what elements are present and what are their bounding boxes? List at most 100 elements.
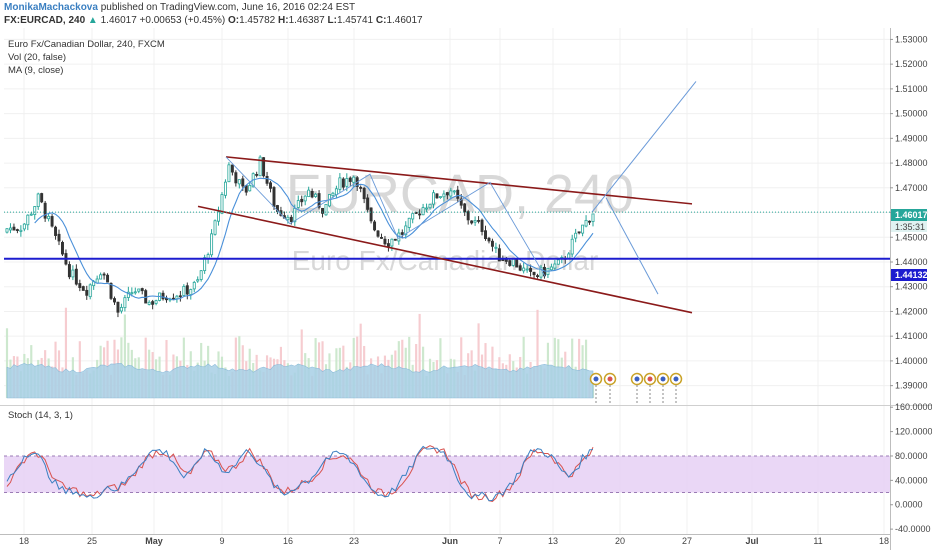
candle-body: [359, 186, 363, 189]
event-flag[interactable]: [643, 372, 657, 405]
candle-body: [591, 213, 595, 222]
candle-body: [244, 185, 248, 193]
candle-body: [383, 238, 387, 245]
stoch-tick-label: 80.0000: [895, 451, 928, 461]
low-label: L:: [327, 15, 337, 26]
candle-body: [248, 185, 252, 192]
candle-body: [265, 175, 269, 184]
candle-body: [171, 297, 175, 300]
candle-body: [81, 286, 85, 291]
candle-body: [463, 203, 467, 213]
event-flag[interactable]: [630, 372, 644, 405]
economic-event-flags[interactable]: [589, 372, 683, 405]
volume-bar: [64, 307, 68, 398]
candle-body: [255, 174, 259, 176]
candle-body: [269, 182, 273, 189]
candle-body: [234, 172, 238, 184]
candle-body: [109, 282, 113, 299]
candle-body: [525, 268, 529, 271]
last-price-text: 1.46017: [895, 210, 928, 220]
candle-body: [376, 230, 380, 237]
y-tick-label: 1.52000: [895, 59, 928, 69]
watermark-name: Euro Fx/Canadian Dollar: [292, 245, 599, 276]
candle-body: [539, 266, 543, 278]
event-flag[interactable]: [669, 372, 683, 405]
candle-body: [99, 274, 103, 280]
candle-body: [182, 285, 186, 296]
candle-body: [230, 164, 234, 173]
volume-bar: [522, 336, 525, 398]
candle-body: [522, 267, 526, 272]
volume-bar: [359, 323, 362, 398]
volume-bar: [123, 314, 126, 398]
candle-body: [574, 232, 578, 239]
low-value: 1.45741: [336, 15, 374, 26]
support-price-text: 1.44132: [895, 270, 928, 280]
event-flag[interactable]: [603, 372, 617, 405]
candle-body: [106, 274, 110, 283]
candle-body: [116, 301, 120, 313]
volume-bar: [5, 328, 9, 398]
legend-stoch[interactable]: Stoch (14, 3, 1): [8, 410, 73, 421]
x-tick-label: 7: [497, 536, 502, 546]
stoch-k-line[interactable]: [6, 445, 594, 502]
high-value: 1.46387: [288, 15, 325, 26]
trend-drawings[interactable]: [4, 81, 890, 314]
candle-body: [40, 193, 44, 203]
moving-average-line[interactable]: [34, 177, 594, 301]
candle-body: [26, 214, 30, 226]
last-price-label[interactable]: 1.46017 1:35:31: [891, 209, 928, 232]
candle-body: [425, 207, 429, 210]
swing-line: [225, 156, 546, 277]
up-arrow-icon: ▲: [87, 15, 98, 26]
candle-body: [487, 237, 491, 242]
candle-body: [515, 258, 519, 268]
legend-volume[interactable]: Vol (20, false): [8, 52, 66, 63]
candle-body: [404, 225, 408, 236]
price-chart[interactable]: EURCAD, 240 Euro Fx/Canadian Dollar Euro…: [0, 28, 932, 550]
candle-body: [227, 164, 231, 183]
volume-bar: [78, 341, 81, 398]
x-tick-label: 18: [19, 536, 29, 546]
candle-body: [373, 221, 377, 231]
candle-body: [348, 177, 352, 182]
y-tick-label: 1.50000: [895, 109, 928, 119]
legend-ma[interactable]: MA (9, close): [8, 65, 63, 76]
stoch-axis[interactable]: 160.0000 120.0000 80.0000 40.0000 0.0000 -40.…: [890, 402, 932, 534]
candle-body: [161, 292, 165, 300]
last-price: 1.46017: [100, 15, 137, 26]
volume-bar: [584, 339, 588, 398]
close-value: 1.46017: [386, 15, 423, 26]
candle-body: [237, 179, 241, 185]
candle-body: [130, 292, 134, 295]
support-price-label[interactable]: 1.44132: [891, 269, 928, 281]
event-flag[interactable]: [589, 372, 603, 405]
stoch-band: [4, 455, 890, 493]
candle-body: [210, 233, 214, 256]
candle-body: [435, 193, 439, 199]
y-tick-label: 1.48000: [895, 158, 928, 168]
time-axis[interactable]: 18 25 May 9 16 23 Jun 7 13 20 27 Jul 11 18: [19, 536, 889, 546]
candle-body: [490, 240, 494, 247]
published-text: published on TradingView.com, June 16, 2…: [100, 2, 356, 13]
candle-body: [217, 211, 220, 222]
stoch-tick-label: -40.0000: [895, 524, 931, 534]
candle-body: [15, 229, 19, 231]
candle-body: [456, 189, 460, 199]
legend-title[interactable]: Euro Fx/Canadian Dollar, 240, FXCM: [8, 39, 165, 50]
candle-body: [275, 205, 279, 212]
projection-down-line: [605, 197, 659, 295]
candle-body: [78, 283, 82, 288]
candle-body: [584, 219, 588, 227]
x-tick-label: 11: [813, 536, 822, 546]
x-tick-label: 25: [87, 536, 97, 546]
author-name[interactable]: MonikaMachackova: [4, 2, 98, 13]
candle-body: [61, 242, 64, 255]
candle-body: [54, 226, 58, 236]
candle-body: [74, 268, 78, 285]
candle-body: [133, 291, 137, 294]
candle-body: [241, 178, 245, 187]
event-flag[interactable]: [656, 372, 670, 405]
candle-body: [588, 220, 592, 223]
stoch-tick-label: 0.0000: [895, 500, 923, 510]
